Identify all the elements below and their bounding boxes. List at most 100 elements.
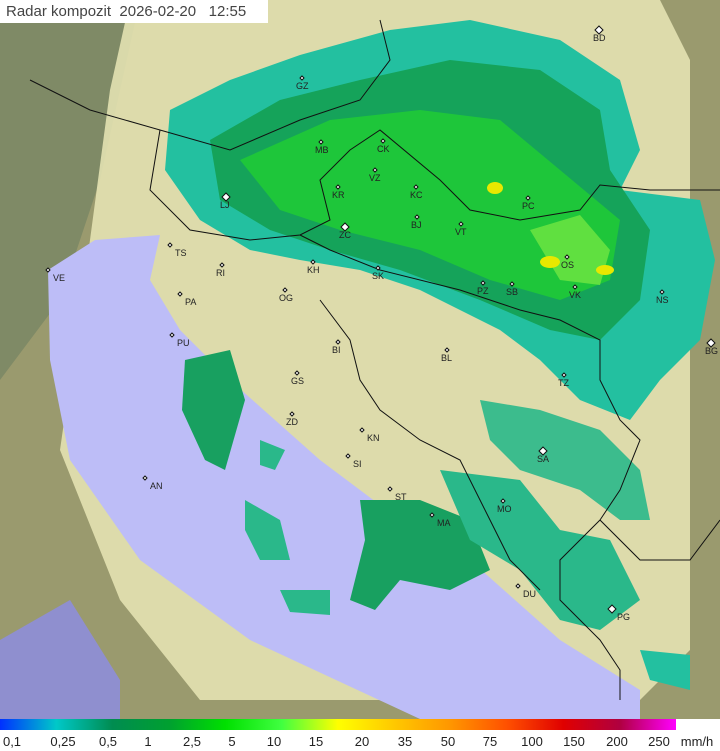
city-marker-icon bbox=[500, 498, 506, 504]
legend-tick: 35 bbox=[397, 734, 413, 749]
city-marker-icon bbox=[429, 512, 435, 518]
city-kr: KR bbox=[332, 184, 345, 200]
city-pu: PU bbox=[169, 332, 190, 348]
city-marker-icon bbox=[413, 184, 419, 190]
precipitation-color-scale bbox=[0, 719, 676, 730]
city-marker-icon bbox=[572, 284, 578, 290]
city-zc: ZC bbox=[339, 222, 351, 240]
city-label: OS bbox=[561, 260, 574, 270]
city-marker-icon bbox=[345, 453, 351, 459]
city-marker-icon bbox=[375, 265, 381, 271]
city-marker-icon bbox=[289, 411, 295, 417]
legend-tick: 250 bbox=[648, 734, 670, 749]
city-label: PU bbox=[177, 338, 190, 348]
city-label: CK bbox=[377, 144, 390, 154]
city-label: BJ bbox=[411, 220, 422, 230]
city-ri: RI bbox=[216, 262, 225, 278]
city-marker-icon bbox=[318, 139, 324, 145]
city-marker-icon bbox=[414, 214, 420, 220]
city-pz: PZ bbox=[477, 280, 489, 296]
city-marker-icon bbox=[282, 287, 288, 293]
city-tz: TZ bbox=[558, 372, 569, 388]
city-label: BI bbox=[332, 345, 341, 355]
city-label: PZ bbox=[477, 286, 489, 296]
city-an: AN bbox=[142, 475, 163, 491]
city-kc: KC bbox=[410, 184, 423, 200]
city-marker-icon bbox=[177, 291, 183, 297]
city-marker-icon bbox=[142, 475, 148, 481]
city-marker-icon bbox=[310, 259, 316, 265]
city-label: SB bbox=[506, 287, 518, 297]
city-mb: MB bbox=[315, 139, 329, 155]
city-marker-icon bbox=[45, 267, 51, 273]
city-marker-icon bbox=[167, 242, 173, 248]
city-og: OG bbox=[279, 287, 293, 303]
city-marker-icon bbox=[706, 338, 716, 348]
city-bi: BI bbox=[332, 339, 341, 355]
city-pa: PA bbox=[177, 291, 196, 307]
map-title: Radar kompozit 2026-02-20 12:55 bbox=[0, 0, 268, 23]
city-label: TS bbox=[175, 248, 187, 258]
city-label: KH bbox=[307, 265, 320, 275]
city-marker-icon bbox=[659, 289, 665, 295]
city-label: VE bbox=[53, 273, 65, 283]
city-marker-icon bbox=[515, 583, 521, 589]
radar-echoes bbox=[165, 20, 715, 690]
legend-tick: 150 bbox=[563, 734, 585, 749]
title-time: 12:55 bbox=[208, 3, 247, 20]
legend-tick: 75 bbox=[482, 734, 498, 749]
city-label: GZ bbox=[296, 81, 309, 91]
city-ve: VE bbox=[45, 267, 65, 283]
city-label: TZ bbox=[558, 378, 569, 388]
city-label: KN bbox=[367, 433, 380, 443]
borders bbox=[29, 19, 720, 700]
legend-tick: 0,5 bbox=[98, 734, 118, 749]
title-label: Radar kompozit bbox=[6, 3, 112, 20]
city-bd: BD bbox=[593, 25, 606, 43]
city-pc: PC bbox=[522, 195, 535, 211]
city-label: SI bbox=[353, 459, 362, 469]
legend-tick: 5 bbox=[228, 734, 236, 749]
city-label: VZ bbox=[369, 173, 381, 183]
legend-tick: 2,5 bbox=[182, 734, 202, 749]
city-label: BD bbox=[593, 33, 606, 43]
city-vz: VZ bbox=[369, 167, 381, 183]
city-label: SK bbox=[372, 271, 384, 281]
city-label: VK bbox=[569, 290, 581, 300]
city-label: VT bbox=[455, 227, 467, 237]
city-kn: KN bbox=[359, 427, 380, 443]
sea-outside-coverage bbox=[0, 600, 120, 719]
city-marker-icon bbox=[594, 25, 604, 35]
city-marker-icon bbox=[525, 195, 531, 201]
city-sb: SB bbox=[506, 281, 518, 297]
city-marker-icon bbox=[458, 221, 464, 227]
city-marker-icon bbox=[561, 372, 567, 378]
city-bg: BG bbox=[705, 338, 718, 356]
city-label: MA bbox=[437, 518, 451, 528]
city-gz: GZ bbox=[296, 75, 309, 91]
adriatic-sea bbox=[48, 235, 640, 719]
city-label: BG bbox=[705, 346, 718, 356]
city-label: MB bbox=[315, 145, 329, 155]
city-label: OG bbox=[279, 293, 293, 303]
city-label: ZD bbox=[286, 417, 298, 427]
city-marker-icon bbox=[359, 427, 365, 433]
city-ma: MA bbox=[429, 512, 451, 528]
city-marker-icon bbox=[221, 192, 231, 202]
city-du: DU bbox=[515, 583, 536, 599]
legend-tick: 0,25 bbox=[50, 734, 76, 749]
city-marker-icon bbox=[607, 604, 617, 614]
city-vt: VT bbox=[455, 221, 467, 237]
city-marker-icon bbox=[480, 280, 486, 286]
city-marker-icon bbox=[372, 167, 378, 173]
city-ns: NS bbox=[656, 289, 669, 305]
city-marker-icon bbox=[219, 262, 225, 268]
city-label: PA bbox=[185, 297, 196, 307]
city-label: ST bbox=[395, 492, 407, 502]
city-si: SI bbox=[345, 453, 362, 469]
city-bl: BL bbox=[441, 347, 452, 363]
city-marker-icon bbox=[538, 446, 548, 456]
city-bj: BJ bbox=[411, 214, 422, 230]
city-label: ZC bbox=[339, 230, 351, 240]
city-marker-icon bbox=[509, 281, 515, 287]
